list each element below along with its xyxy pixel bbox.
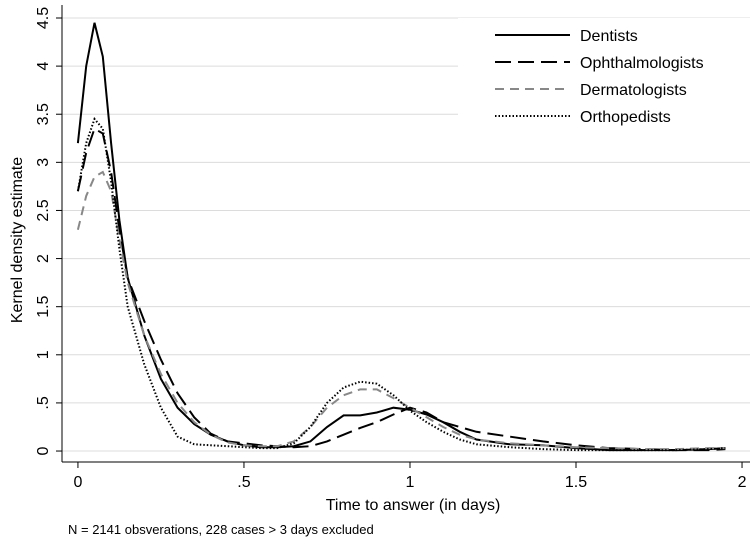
y-tick-label: 2.5 (35, 199, 52, 221)
y-tick-label: 1.5 (35, 295, 52, 317)
line-series (76, 170, 726, 451)
note: N = 2141 obsverations, 228 cases > 3 day… (68, 522, 374, 537)
legend-label: Ophthalmologists (580, 55, 704, 72)
y-tick-label: 3.5 (35, 103, 52, 125)
y-tick-label: 2 (35, 254, 52, 263)
x-axis-title: Time to answer (in days) (326, 497, 501, 514)
x-tick-label: .5 (237, 474, 250, 491)
x-tick-label: 0 (73, 474, 82, 491)
legend-label: Orthopedists (580, 109, 671, 126)
y-tick-label: 0 (35, 446, 52, 455)
y-tick-label: 4 (35, 62, 52, 71)
y-tick-label: 1 (35, 350, 52, 359)
line-series (76, 127, 726, 452)
x-tick-label: 1 (406, 474, 415, 491)
y-tick-label: 3 (35, 158, 52, 167)
x-tick-label: 1.5 (565, 474, 587, 491)
y-tick-label: .5 (35, 396, 52, 409)
y-tick-label: 4.5 (35, 7, 52, 29)
legend-label: Dentists (580, 28, 638, 45)
y-axis-title: Kernel density estimate (9, 157, 26, 323)
x-tick-label: 2 (738, 474, 747, 491)
legend-label: Dermatologists (580, 82, 687, 99)
